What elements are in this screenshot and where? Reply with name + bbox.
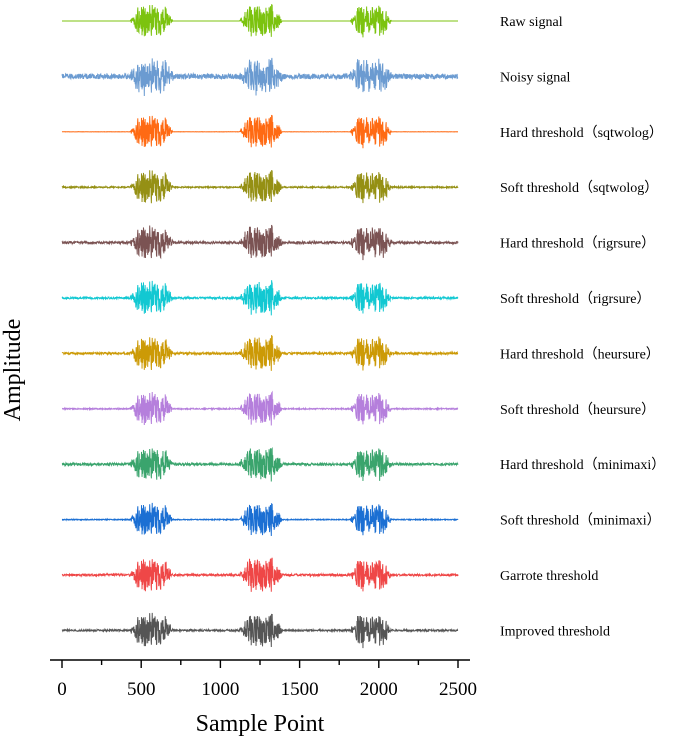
series-labels: Raw signal Noisy signal Hard threshold（sqt… [500, 15, 665, 639]
series-label-10: Soft threshold（minimaxi） [500, 513, 661, 529]
series-label-11: Garrote threshold [500, 569, 598, 584]
series-label-1: Raw signal [500, 15, 563, 30]
series-label-6: Soft threshold（rigrsure） [500, 291, 650, 307]
series-label-9: Hard threshold（minimaxi） [500, 457, 665, 473]
x-tick-label: 0 [57, 679, 67, 700]
series-label-12: Improved threshold [500, 624, 610, 639]
series-line-1 [62, 4, 458, 38]
series-line-3 [61, 114, 459, 149]
series-line-12 [61, 612, 459, 649]
x-axis-title: Sample Point [196, 711, 325, 737]
series-label-3: Hard threshold（sqtwolog） [500, 125, 663, 141]
series-line-4 [61, 170, 459, 204]
x-tick-label: 1500 [281, 679, 319, 700]
series-label-2: Noisy signal [500, 70, 571, 85]
x-tick-label: 500 [127, 679, 156, 700]
series-traces [61, 4, 459, 649]
x-tick-label: 2000 [360, 679, 398, 700]
series-label-8: Soft threshold（heursure） [500, 402, 655, 418]
series-label-5: Hard threshold（rigrsure） [500, 236, 655, 252]
x-axis-ticks: 0 500 1000 1500 2000 2500 [57, 660, 477, 700]
series-line-5 [61, 224, 459, 261]
series-line-7 [61, 335, 459, 371]
series-label-7: Hard threshold（heursure） [500, 346, 660, 362]
series-line-10 [61, 502, 459, 536]
series-line-11 [61, 557, 459, 592]
series-line-6 [61, 280, 459, 316]
series-line-9 [61, 446, 459, 482]
series-line-2 [61, 57, 459, 97]
x-tick-label: 2500 [439, 679, 477, 700]
series-label-4: Soft threshold（sqtwolog） [500, 180, 658, 196]
x-tick-label: 1000 [201, 679, 239, 700]
y-axis-title: Amplitude [0, 319, 26, 422]
series-line-8 [61, 390, 459, 426]
